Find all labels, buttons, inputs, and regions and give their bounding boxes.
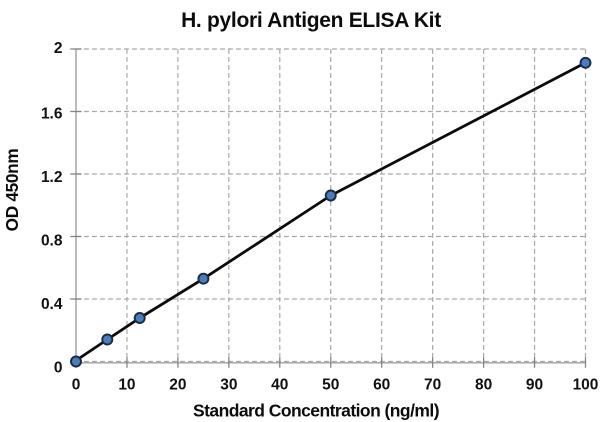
svg-text:1.6: 1.6 — [41, 106, 63, 123]
svg-text:0.8: 0.8 — [41, 233, 63, 250]
svg-text:2: 2 — [54, 40, 63, 57]
svg-text:H. pylori Antigen ELISA Kit: H. pylori Antigen ELISA Kit — [181, 9, 441, 32]
svg-text:80: 80 — [475, 377, 492, 394]
svg-text:100: 100 — [573, 377, 599, 394]
svg-text:70: 70 — [424, 377, 441, 394]
svg-text:20: 20 — [169, 377, 186, 394]
svg-text:0: 0 — [72, 377, 81, 394]
svg-text:0.4: 0.4 — [41, 296, 63, 313]
svg-text:60: 60 — [373, 377, 390, 394]
svg-text:Standard Concentration (ng/ml): Standard Concentration (ng/ml) — [193, 401, 439, 421]
svg-text:40: 40 — [271, 377, 288, 394]
svg-text:OD 450nm: OD 450nm — [2, 149, 22, 232]
svg-text:30: 30 — [220, 377, 237, 394]
svg-text:1.2: 1.2 — [41, 169, 63, 186]
svg-text:10: 10 — [118, 377, 135, 394]
svg-text:50: 50 — [322, 377, 339, 394]
svg-text:90: 90 — [526, 377, 543, 394]
svg-text:0: 0 — [54, 359, 63, 376]
